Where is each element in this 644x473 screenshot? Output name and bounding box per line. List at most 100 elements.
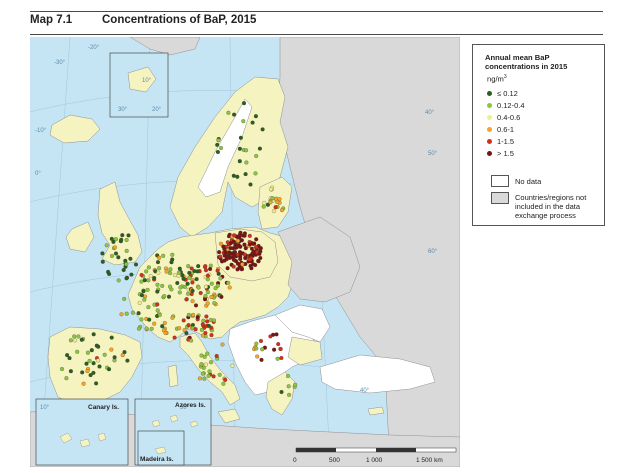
station-dot xyxy=(104,243,109,248)
station-dot xyxy=(247,242,252,247)
legend-class-label: 0.12-0.4 xyxy=(497,101,525,110)
station-dot xyxy=(262,200,267,205)
legend-class-label: ≤ 0.12 xyxy=(497,89,518,98)
legend-class-label: > 1.5 xyxy=(497,149,514,158)
station-dot xyxy=(212,301,217,306)
station-dot xyxy=(205,301,210,306)
station-dot xyxy=(160,324,165,329)
station-dot xyxy=(244,160,249,165)
station-dot xyxy=(200,333,205,338)
map-legend: Annual mean BaP concentrations in 2015 n… xyxy=(472,44,605,226)
station-dot xyxy=(218,254,223,259)
station-dot xyxy=(76,334,81,339)
graticule-label: -20° xyxy=(88,45,100,51)
station-dot xyxy=(190,288,195,293)
station-dot xyxy=(276,342,281,347)
station-dot xyxy=(220,342,225,347)
station-dot xyxy=(223,377,228,382)
graticule-label: 10° xyxy=(40,405,50,411)
station-dot xyxy=(261,204,266,209)
station-dot xyxy=(116,278,121,283)
iberia xyxy=(47,326,143,406)
station-dot xyxy=(142,297,147,302)
legend-title: Annual mean BaP concentrations in 2015 xyxy=(485,53,568,71)
station-dot xyxy=(209,294,214,300)
station-dot xyxy=(238,256,243,262)
station-dot xyxy=(195,315,200,320)
station-dot xyxy=(247,233,252,238)
legend-class-label: 1-1.5 xyxy=(497,137,515,146)
station-dot xyxy=(207,369,212,374)
station-dot xyxy=(126,233,131,238)
station-dot xyxy=(272,347,277,352)
station-dot xyxy=(190,280,195,285)
station-dot xyxy=(202,354,207,359)
station-dot xyxy=(225,266,230,271)
station-dot xyxy=(186,312,191,317)
station-dot xyxy=(231,239,236,244)
station-dot xyxy=(238,230,243,235)
station-dot xyxy=(119,237,124,242)
station-dot xyxy=(139,279,144,284)
station-dot xyxy=(193,327,198,332)
graticule-label: 30° xyxy=(118,107,128,113)
station-dot xyxy=(176,270,181,275)
graticule-label: 0° xyxy=(35,171,41,177)
station-dot xyxy=(122,350,127,355)
legend-dot xyxy=(487,151,492,156)
station-dot xyxy=(196,264,201,269)
station-dot xyxy=(145,287,150,292)
station-dot xyxy=(215,283,220,288)
sicily xyxy=(217,408,241,424)
graticule-label: -10° xyxy=(35,128,47,134)
legend-no-data-swatch xyxy=(491,175,509,187)
station-dot xyxy=(244,148,249,153)
station-dot xyxy=(232,112,237,117)
station-dot xyxy=(249,266,254,271)
station-dot xyxy=(152,275,157,281)
station-dot xyxy=(164,269,169,274)
station-dot xyxy=(161,253,166,258)
station-dot xyxy=(157,266,162,271)
station-dot xyxy=(139,272,144,278)
station-dot xyxy=(144,269,149,274)
station-dot xyxy=(240,262,245,267)
station-dot xyxy=(255,354,260,359)
station-dot xyxy=(162,294,167,299)
station-dot xyxy=(170,315,175,320)
inset-label-madeira: Madeira Is. xyxy=(140,456,174,463)
graticule-label: 30° xyxy=(180,405,190,411)
station-dot xyxy=(100,259,105,264)
station-dot xyxy=(227,255,232,260)
station-dot xyxy=(80,370,85,375)
station-dot xyxy=(234,259,239,264)
station-dot xyxy=(199,327,204,332)
scale-tick: 1 500 km xyxy=(416,457,443,464)
station-dot xyxy=(253,171,258,176)
station-dot xyxy=(273,205,278,210)
station-dot xyxy=(146,305,151,310)
station-dot xyxy=(205,273,210,278)
bulgaria xyxy=(287,336,323,366)
station-dot xyxy=(200,371,205,376)
station-dot xyxy=(238,135,243,140)
legend-class: 0.6-1 xyxy=(487,125,597,135)
legend-class: > 1.5 xyxy=(487,149,597,159)
station-dot xyxy=(257,146,262,151)
station-dot xyxy=(72,338,78,343)
turkey xyxy=(319,354,436,394)
station-dot xyxy=(197,376,202,381)
station-dot xyxy=(155,260,161,265)
station-dot xyxy=(205,277,210,282)
romania xyxy=(274,304,331,343)
legend-dot xyxy=(487,127,492,132)
legend-class: 0.12-0.4 xyxy=(487,101,597,111)
station-dot xyxy=(268,200,273,205)
station-dot xyxy=(203,330,208,336)
station-dot xyxy=(152,321,157,326)
station-dot xyxy=(241,101,247,106)
station-dot xyxy=(247,257,252,262)
station-dot xyxy=(64,376,69,381)
legend-dot xyxy=(487,115,492,120)
station-dot xyxy=(87,358,92,363)
